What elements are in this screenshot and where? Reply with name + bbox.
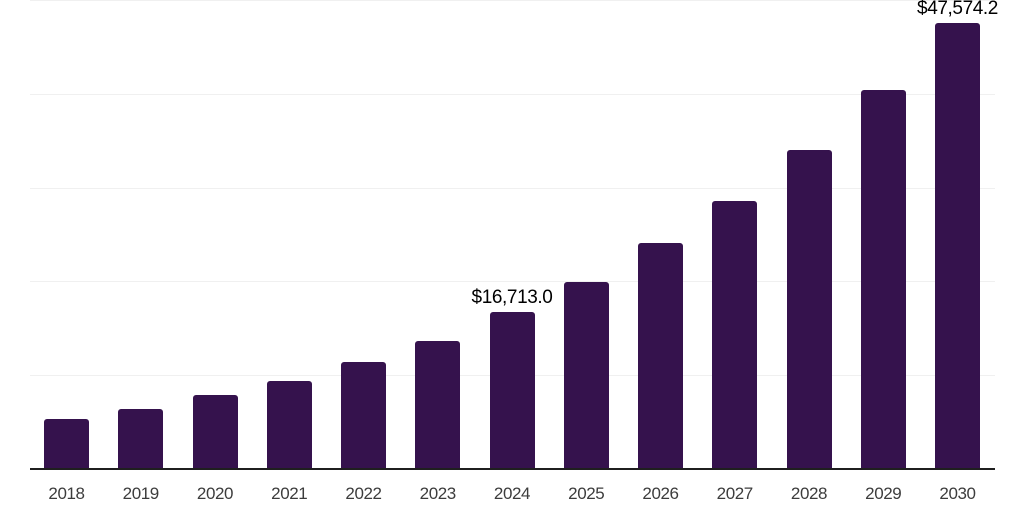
x-tick-2024: 2024 <box>493 484 531 503</box>
x-tick-2022: 2022 <box>345 484 382 503</box>
x-tick-2027: 2027 <box>716 484 754 503</box>
x-tick-2026: 2026 <box>642 484 679 503</box>
x-tick-2023: 2023 <box>419 484 457 503</box>
x-axis-ticks: 2018 2019 2020 2021 2022 2023 2024 2025 2026 2027… <box>0 485 1024 507</box>
bar-2020 <box>192 395 238 469</box>
plot-area: $16,713.0 $47,574.2 <box>30 0 998 469</box>
x-tick-2018: 2018 <box>48 484 85 503</box>
bar-2024 <box>489 312 535 469</box>
bar-2018 <box>44 418 89 469</box>
bar-2025 <box>563 281 609 469</box>
data-label-2024: $16,713.0 <box>471 287 553 309</box>
x-axis-line <box>30 468 995 470</box>
bar-2027 <box>712 200 758 469</box>
bar-2019 <box>118 408 164 469</box>
x-tick-2030: 2030 <box>939 484 976 503</box>
x-tick-2029: 2029 <box>865 484 902 503</box>
x-tick-2025: 2025 <box>568 484 605 503</box>
gridline-50000 <box>30 0 995 1</box>
x-tick-2020: 2020 <box>196 484 234 503</box>
gridline-30000 <box>30 187 995 189</box>
bar-2030 <box>935 22 980 469</box>
x-tick-2028: 2028 <box>790 484 828 503</box>
bar-2028 <box>786 150 832 469</box>
data-label-2030: $47,574.2 <box>917 0 998 19</box>
gridline-40000 <box>30 93 995 95</box>
bar-2021 <box>266 380 312 469</box>
x-tick-2021: 2021 <box>271 484 308 503</box>
bar-2026 <box>638 242 683 469</box>
bar-2029 <box>860 90 906 469</box>
bar-2022 <box>341 362 386 469</box>
bar-2023 <box>415 340 461 469</box>
x-tick-2019: 2019 <box>122 484 160 503</box>
gridline-20000 <box>30 281 995 283</box>
